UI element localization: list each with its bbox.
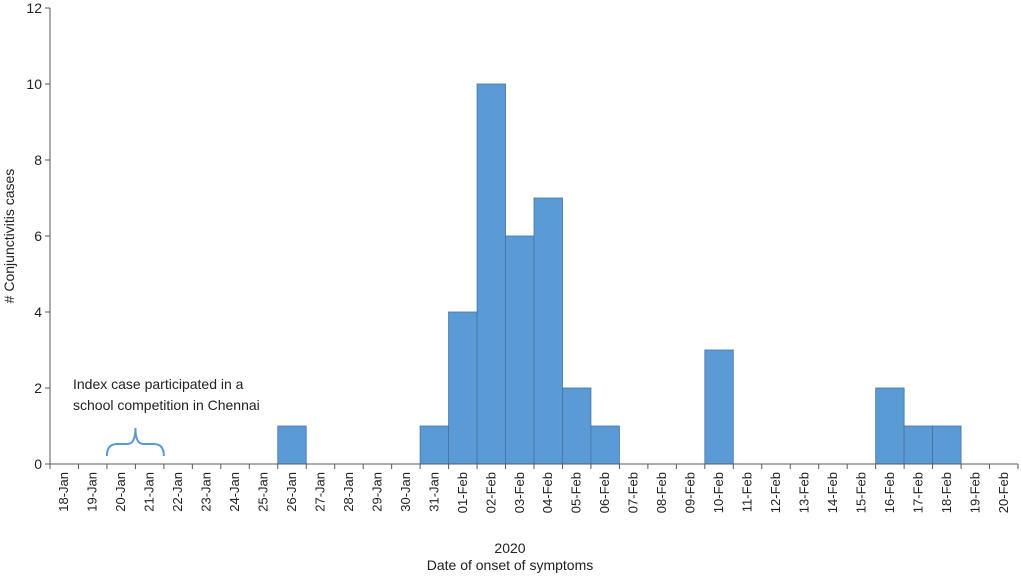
x-tick-label-18-Jan: 18-Jan	[56, 472, 71, 512]
x-tick-label-19-Feb: 19-Feb	[967, 472, 982, 513]
x-tick-label-20-Feb: 20-Feb	[996, 472, 1011, 513]
bar-18-Feb	[932, 425, 962, 465]
bar-17-Feb	[903, 425, 933, 465]
x-tick-label-01-Feb: 01-Feb	[455, 472, 470, 513]
bar-10-Feb	[704, 349, 734, 465]
x-tick-label-04-Feb: 04-Feb	[540, 472, 555, 513]
annotation-line-1: Index case participated in a	[73, 376, 244, 392]
x-tick-label-20-Jan: 20-Jan	[113, 472, 128, 512]
x-axis: 18-Jan 19-Jan 20-Jan 21-Jan 22-Jan 23-Jan 24-J…	[49, 463, 1019, 513]
y-axis: 0 2 4 6 8 10 12	[26, 0, 51, 472]
x-axis-year-label: 2020	[494, 540, 525, 556]
y-tick-label: 6	[34, 228, 42, 244]
y-axis-title: # Conjunctivitis cases	[1, 169, 17, 304]
x-tick-label-16-Feb: 16-Feb	[882, 472, 897, 513]
x-tick-label-25-Jan: 25-Jan	[256, 472, 271, 512]
x-tick-label-09-Feb: 09-Feb	[683, 472, 698, 513]
bar-05-Feb	[562, 387, 592, 465]
x-tick-label-11-Feb: 11-Feb	[740, 472, 755, 512]
y-tick-label: 10	[26, 76, 42, 92]
y-tick-label: 0	[34, 456, 42, 472]
x-tick-label-17-Feb: 17-Feb	[910, 472, 925, 513]
x-tick-label-05-Feb: 05-Feb	[569, 472, 584, 513]
annotation-bracket	[105, 427, 165, 457]
annotation: Index case participated in a school comp…	[73, 376, 260, 457]
x-tick-label-28-Jan: 28-Jan	[341, 472, 356, 512]
bar-26-Jan	[277, 425, 307, 465]
bar-16-Feb	[875, 387, 905, 465]
x-axis-title: Date of onset of symptoms	[427, 557, 594, 573]
bar-03-Feb	[505, 235, 535, 465]
y-tick-label: 4	[34, 304, 42, 320]
x-tick-label-12-Feb: 12-Feb	[768, 472, 783, 513]
x-tick-label-02-Feb: 02-Feb	[483, 472, 498, 513]
x-tick-label-07-Feb: 07-Feb	[626, 472, 641, 513]
x-tick-label-08-Feb: 08-Feb	[654, 472, 669, 513]
x-tick-label-21-Jan: 21-Jan	[142, 472, 157, 512]
y-tick-label: 12	[26, 0, 42, 16]
bars-group	[277, 83, 962, 465]
bar-06-Feb	[590, 425, 620, 465]
bar-31-Jan	[419, 425, 449, 465]
x-tick-label-03-Feb: 03-Feb	[512, 472, 527, 513]
x-tick-label-19-Jan: 19-Jan	[85, 472, 100, 512]
y-tick-label: 2	[34, 380, 42, 396]
bar-04-Feb	[533, 197, 563, 465]
y-tick-label: 8	[34, 152, 42, 168]
annotation-line-2: school competition in Chennai	[73, 397, 260, 413]
x-tick-label-31-Jan: 31-Jan	[426, 472, 441, 512]
x-tick-label-22-Jan: 22-Jan	[170, 472, 185, 512]
x-tick-label-23-Jan: 23-Jan	[199, 472, 214, 512]
bar-01-Feb	[448, 311, 478, 465]
x-tick-label-24-Jan: 24-Jan	[227, 472, 242, 512]
x-tick-label-15-Feb: 15-Feb	[853, 472, 868, 513]
x-tick-label-27-Jan: 27-Jan	[312, 472, 327, 512]
x-tick-label-06-Feb: 06-Feb	[597, 472, 612, 513]
x-tick-label-18-Feb: 18-Feb	[939, 472, 954, 513]
x-tick-label-13-Feb: 13-Feb	[796, 472, 811, 513]
x-tick-label-10-Feb: 10-Feb	[711, 472, 726, 513]
x-tick-label-26-Jan: 26-Jan	[284, 472, 299, 512]
bar-02-Feb	[476, 83, 506, 465]
x-tick-label-14-Feb: 14-Feb	[825, 472, 840, 513]
x-tick-label-29-Jan: 29-Jan	[369, 472, 384, 512]
x-tick-label-30-Jan: 30-Jan	[398, 472, 413, 512]
